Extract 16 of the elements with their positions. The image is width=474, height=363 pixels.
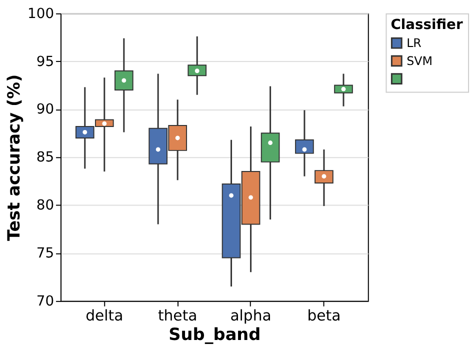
x-tick-label: alpha [230, 306, 272, 324]
y-tick-label: 70 [36, 293, 54, 310]
y-tick-label: 90 [36, 102, 54, 118]
y-tick-label: 75 [36, 245, 54, 262]
legend-label: LR [406, 36, 422, 50]
y-axis-title: Test accuracy (%) [4, 74, 24, 241]
x-tick-label: theta [158, 306, 198, 324]
y-tick-label: 85 [36, 150, 54, 166]
x-tick-label: beta [307, 306, 341, 324]
y-tick-label: 100 [28, 6, 54, 22]
x-axis-title: Sub_band [168, 324, 261, 344]
legend-title: Classifier [390, 17, 463, 34]
y-tick-label: 95 [36, 54, 54, 70]
x-tick-label: delta [86, 306, 124, 324]
y-tick-label: 80 [36, 198, 54, 214]
legend-label: SVM [406, 54, 432, 68]
